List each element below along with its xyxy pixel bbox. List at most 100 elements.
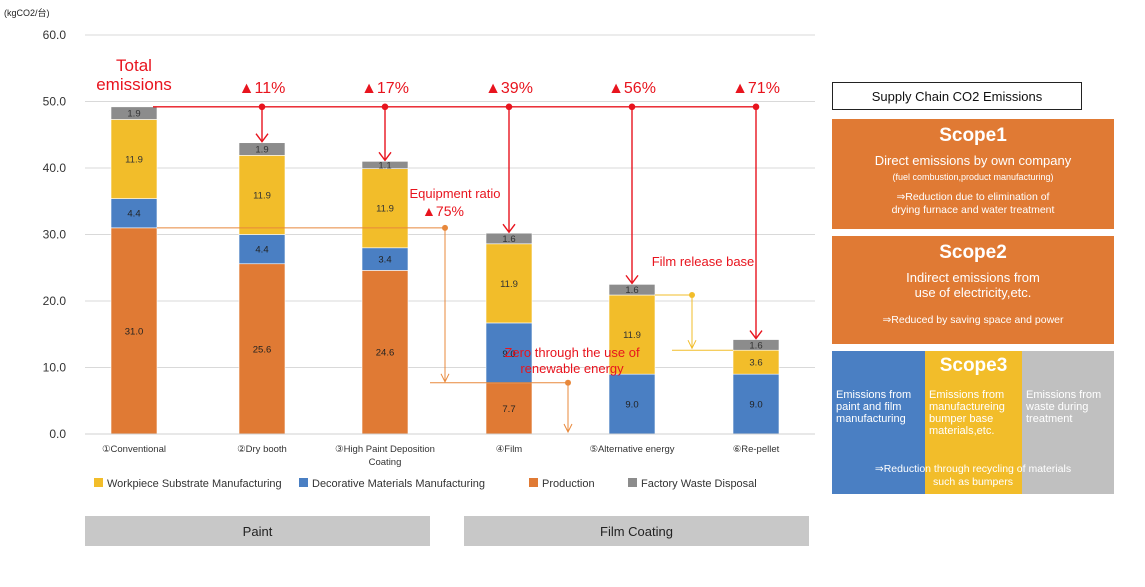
legend-swatch [299, 478, 308, 487]
scope3-heading: Scope3 [939, 355, 1008, 376]
data-label: 25.6 [253, 344, 272, 355]
reduction-dot [258, 103, 266, 111]
y-tick-label: 30.0 [43, 228, 67, 242]
x-axis: ①Conventional ②Dry booth ③High Paint Depos… [85, 433, 815, 468]
legend-label: Workpiece Substrate Manufacturing [107, 478, 282, 490]
scope3-box: Emissions from paint and film manufactur… [832, 351, 1114, 494]
total-emissions-label: emissions [96, 75, 172, 94]
scope3-col-base-materials: Emissions from manufactureing bumper bas… [925, 351, 1022, 494]
bar-segment [110, 198, 158, 229]
scope1-note-2: drying furnace and water treatment [891, 204, 1055, 216]
data-label: 11.9 [623, 330, 641, 341]
data-label: 3.4 [378, 255, 391, 266]
equipment-ratio-arrow-head [440, 373, 450, 383]
supply-chain-title: Supply Chain CO2 Emissions [832, 82, 1082, 110]
data-label: 1.6 [502, 234, 515, 245]
legend-label: Factory Waste Disposal [641, 478, 757, 490]
group-label-film-coating: Film Coating [464, 516, 809, 546]
total-emissions-label: Total [116, 56, 152, 75]
bar-segment [361, 168, 409, 249]
film-release-arrow-head [687, 339, 697, 350]
bar-segment [485, 243, 533, 324]
zero-renewable-label: Zero through the use of [504, 345, 640, 360]
data-label: 11.9 [125, 155, 143, 166]
stacked-bar-chart: 0.0 10.0 20.0 30.0 40.0 50.0 60.0 (kgCO2/台) 31… [4, 7, 815, 490]
data-label: 1.9 [255, 145, 268, 156]
reduction-percent-label: ▲17% [361, 80, 409, 97]
scope2-box: Scope2 Indirect emissions from use of el… [832, 236, 1114, 344]
legend-swatch [628, 478, 637, 487]
reduction-arrow-head [378, 151, 392, 162]
data-label: 31.0 [125, 326, 144, 337]
scope1-note-1: ⇒Reduction due to elimination of [896, 191, 1050, 203]
data-label: 4.4 [127, 209, 140, 220]
film-release-label: Film release base [652, 254, 755, 269]
y-tick-label: 20.0 [43, 294, 67, 308]
data-label: 1.6 [749, 340, 762, 351]
reduction-dot [381, 103, 389, 111]
scope2-heading: Scope2 [939, 242, 1007, 263]
scope3-col-waste: Emissions from waste during treatment [1022, 351, 1114, 494]
scope1-desc-text: Direct emissions by own company [874, 153, 1072, 168]
bar-segment [608, 294, 656, 375]
legend: Workpiece Substrate Manufacturing Decorat… [94, 478, 757, 490]
legend-label: Decorative Materials Manufacturing [312, 478, 485, 490]
bars: 31.0 4.4 11.9 1.9 25.6 4.4 11.9 1.9 24.6 3.4 11.9 1… [110, 106, 780, 435]
bar-segment [485, 322, 533, 384]
equipment-ratio-label: Equipment ratio [409, 186, 500, 201]
scope2-desc: Indirect emissions from use of electrici… [832, 270, 1114, 300]
zero-renewable-label: renewable energy [520, 361, 624, 376]
reduction-dot [628, 103, 636, 111]
film-decorative-label: 9.0 [502, 349, 515, 360]
x-tick-label: ⑤Alternative energy [589, 444, 674, 455]
legend-label: Production [542, 478, 595, 490]
data-label: 1.9 [127, 109, 140, 120]
reduction-arrow-head [749, 330, 763, 340]
data-label: 11.9 [376, 204, 394, 215]
scope3-note-2: such as bumpers [933, 476, 1013, 488]
legend-swatch [529, 478, 538, 487]
reduction-arrow-head [625, 274, 639, 285]
equipment-ratio-value: ▲75% [422, 203, 464, 219]
bar-segment [110, 106, 158, 120]
reduction-percent-label: ▲56% [608, 80, 656, 97]
scope1-desc: Direct emissions by own company (fuel co… [832, 153, 1114, 185]
data-label: 1.1 [378, 161, 391, 172]
y-tick-label: 0.0 [49, 427, 66, 441]
scope1-note: ⇒Reduction due to elimination of drying … [832, 191, 1114, 217]
bar-segment [238, 263, 286, 435]
scope3-col-paint-film: Emissions from paint and film manufactur… [832, 351, 925, 494]
data-label: 11.9 [253, 190, 271, 201]
y-axis: 0.0 10.0 20.0 30.0 40.0 50.0 60.0 [43, 28, 67, 441]
bar-segment [110, 119, 158, 199]
data-label: 4.4 [255, 245, 268, 256]
reduction-percent-label: ▲11% [239, 80, 286, 97]
bar-segment [238, 155, 286, 235]
data-label: 1.6 [625, 285, 638, 296]
scope3-note-1: ⇒Reduction through recycling of material… [874, 463, 1072, 475]
y-unit-label: (kgCO2/台) [4, 7, 50, 18]
scope1-heading: Scope1 [939, 125, 1007, 146]
bar-segment [238, 234, 286, 265]
reduction-percent-label: ▲71% [732, 80, 780, 97]
data-label: 24.6 [376, 348, 395, 359]
data-label: 9.0 [625, 400, 638, 411]
y-tick-label: 60.0 [43, 28, 67, 42]
y-tick-label: 50.0 [43, 95, 67, 109]
gridlines [85, 34, 815, 435]
bar-segment [361, 270, 409, 435]
data-label: 3.6 [749, 358, 762, 369]
y-tick-label: 10.0 [43, 361, 67, 375]
reduction-arrow-head [502, 223, 516, 234]
data-label: 7.7 [502, 404, 515, 415]
legend-swatch [94, 478, 103, 487]
reduction-dot [752, 103, 760, 111]
data-label: 11.9 [500, 279, 518, 290]
x-tick-label: ③High Paint Deposition [335, 444, 435, 455]
data-label: 9.0 [749, 400, 762, 411]
scope2-desc-1: Indirect emissions from [906, 270, 1040, 285]
group-label-paint: Paint [85, 516, 430, 546]
x-tick-label: ⑥Re-pellet [733, 444, 780, 455]
scope2-note: ⇒Reduced by saving space and power [882, 314, 1064, 326]
